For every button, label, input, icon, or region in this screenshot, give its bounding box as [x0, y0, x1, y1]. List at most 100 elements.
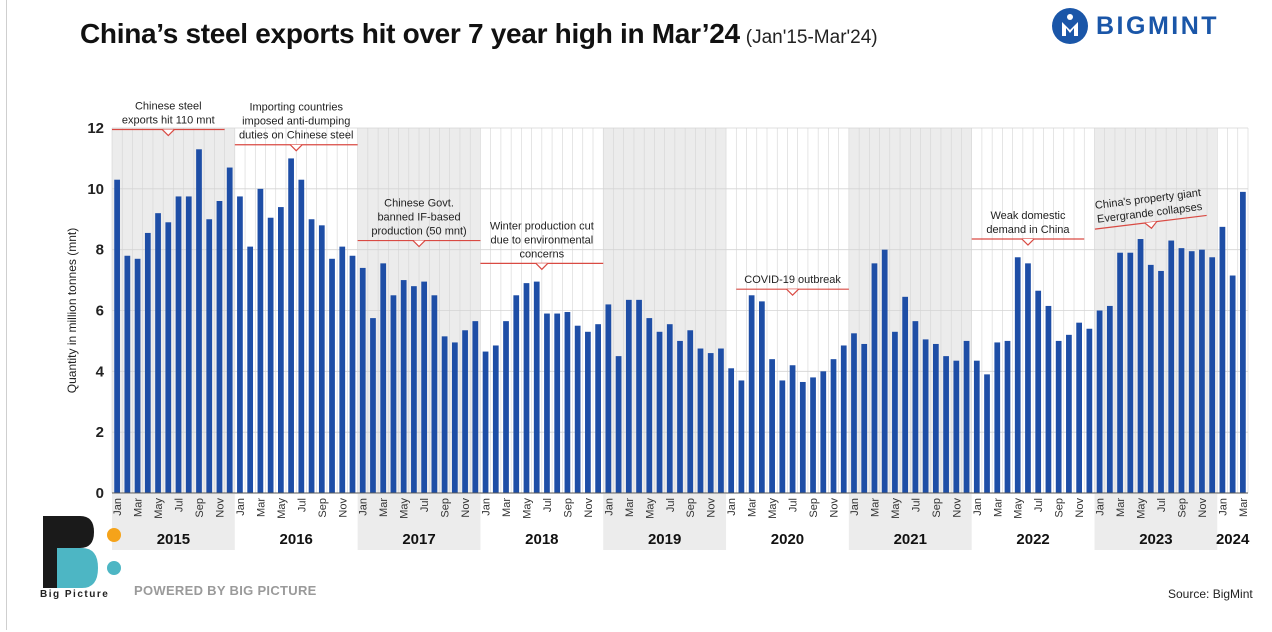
- bar: [1066, 334, 1072, 493]
- bar: [400, 280, 407, 493]
- x-month-label: Jul: [542, 498, 554, 512]
- bar: [799, 381, 806, 493]
- x-month-label: Sep: [1054, 498, 1066, 518]
- year-band-axis: [848, 494, 972, 550]
- annotation: Importing countries imposed anti-dumping d…: [234, 102, 358, 152]
- bar: [728, 368, 735, 493]
- bar: [564, 312, 571, 493]
- annotation: Chinese Govt. banned IF-based production (…: [357, 198, 481, 248]
- big-picture-caption: Big Picture: [40, 589, 110, 600]
- chart-title: China’s steel exports hit over 7 year hi…: [80, 18, 878, 50]
- bar: [789, 365, 796, 493]
- bar: [533, 281, 540, 493]
- year-band-axis: [357, 494, 481, 550]
- bar: [298, 179, 305, 494]
- bar: [748, 295, 755, 493]
- x-year-label: 2019: [648, 531, 681, 548]
- annotation: Chinese steel exports hit 110 mnt: [112, 101, 225, 137]
- x-month-label: May: [276, 498, 288, 519]
- x-year-label: 2020: [771, 531, 804, 548]
- y-axis-label: Quantity in million tonnes (mnt): [65, 228, 79, 393]
- bar: [1025, 263, 1031, 493]
- x-month-label: Jul: [174, 498, 186, 512]
- bar: [881, 249, 888, 493]
- bar: [1076, 322, 1083, 493]
- bar: [984, 374, 990, 493]
- bar: [1096, 310, 1103, 493]
- bar: [482, 351, 489, 493]
- bar: [759, 301, 765, 493]
- bar: [1209, 257, 1216, 493]
- annotation-text: exports hit 110 mnt: [122, 115, 215, 127]
- x-month-label: Jul: [665, 498, 677, 512]
- bar: [257, 188, 264, 494]
- annotation-text: production (50 mnt): [371, 226, 466, 238]
- bar: [503, 321, 509, 493]
- bar: [472, 321, 479, 493]
- bar: [1199, 249, 1205, 493]
- bar: [994, 342, 1001, 493]
- bar: [421, 281, 428, 493]
- bar: [339, 246, 346, 493]
- bar: [462, 330, 468, 493]
- bar: [277, 207, 284, 494]
- x-month-label: Mar: [747, 498, 759, 517]
- bar: [1137, 239, 1144, 493]
- x-month-label: Mar: [378, 498, 390, 517]
- x-month-label: May: [1136, 498, 1148, 519]
- annotation-text: banned IF-based: [377, 212, 460, 224]
- annotation-text: Importing countries: [249, 102, 343, 114]
- bar: [175, 196, 182, 493]
- bar: [574, 325, 581, 493]
- bar: [523, 283, 530, 493]
- annotation-text: Winter production cut: [490, 220, 594, 232]
- year-band-axis: [1094, 494, 1218, 550]
- bar: [963, 340, 970, 493]
- bar: [451, 342, 458, 493]
- bar: [820, 371, 827, 493]
- x-month-label: Sep: [1176, 498, 1188, 518]
- y-tick-label: 2: [96, 424, 104, 441]
- bar: [1086, 328, 1093, 493]
- x-month-label: Sep: [317, 498, 329, 518]
- powered-by-text: POWERED BY BIG PICTURE: [134, 583, 317, 598]
- bar: [902, 296, 909, 493]
- bar: [513, 295, 520, 493]
- bar: [953, 360, 960, 493]
- bigmint-logo: BIGMINT: [1052, 6, 1219, 46]
- x-month-label: Jul: [296, 498, 308, 512]
- bar: [308, 219, 315, 493]
- bar: [666, 324, 673, 493]
- annotation-text: Weak domestic: [990, 210, 1065, 222]
- bar: [840, 345, 847, 493]
- annotation-pointer: [786, 288, 800, 297]
- bar: [1229, 275, 1236, 493]
- big-picture-logo: [40, 508, 140, 608]
- bar: [973, 360, 980, 493]
- bar: [810, 377, 816, 493]
- x-month-label: Sep: [440, 498, 452, 518]
- bar: [912, 321, 919, 493]
- x-month-label: Mar: [869, 498, 881, 517]
- bar: [554, 313, 561, 493]
- annotation: COVID-19 outbreak: [736, 274, 849, 297]
- bar: [1178, 248, 1185, 493]
- x-month-label: Nov: [583, 498, 595, 518]
- x-month-label: Mar: [133, 498, 145, 517]
- x-month-label: Mar: [501, 498, 513, 517]
- x-year-label: 2016: [280, 531, 313, 548]
- bar: [595, 324, 601, 493]
- x-month-label: Sep: [808, 498, 820, 518]
- annotation-pointer: [1021, 238, 1035, 246]
- bar: [124, 255, 131, 493]
- bar: [1035, 290, 1042, 493]
- x-month-label: Mar: [1238, 498, 1250, 517]
- bar: [1168, 240, 1175, 493]
- bar: [861, 343, 868, 493]
- x-month-label: Nov: [460, 498, 472, 518]
- page-frame: [6, 0, 1269, 630]
- bar: [697, 348, 704, 493]
- annotation-pointer: [412, 240, 426, 248]
- bar: [288, 158, 294, 493]
- bar: [1045, 305, 1052, 493]
